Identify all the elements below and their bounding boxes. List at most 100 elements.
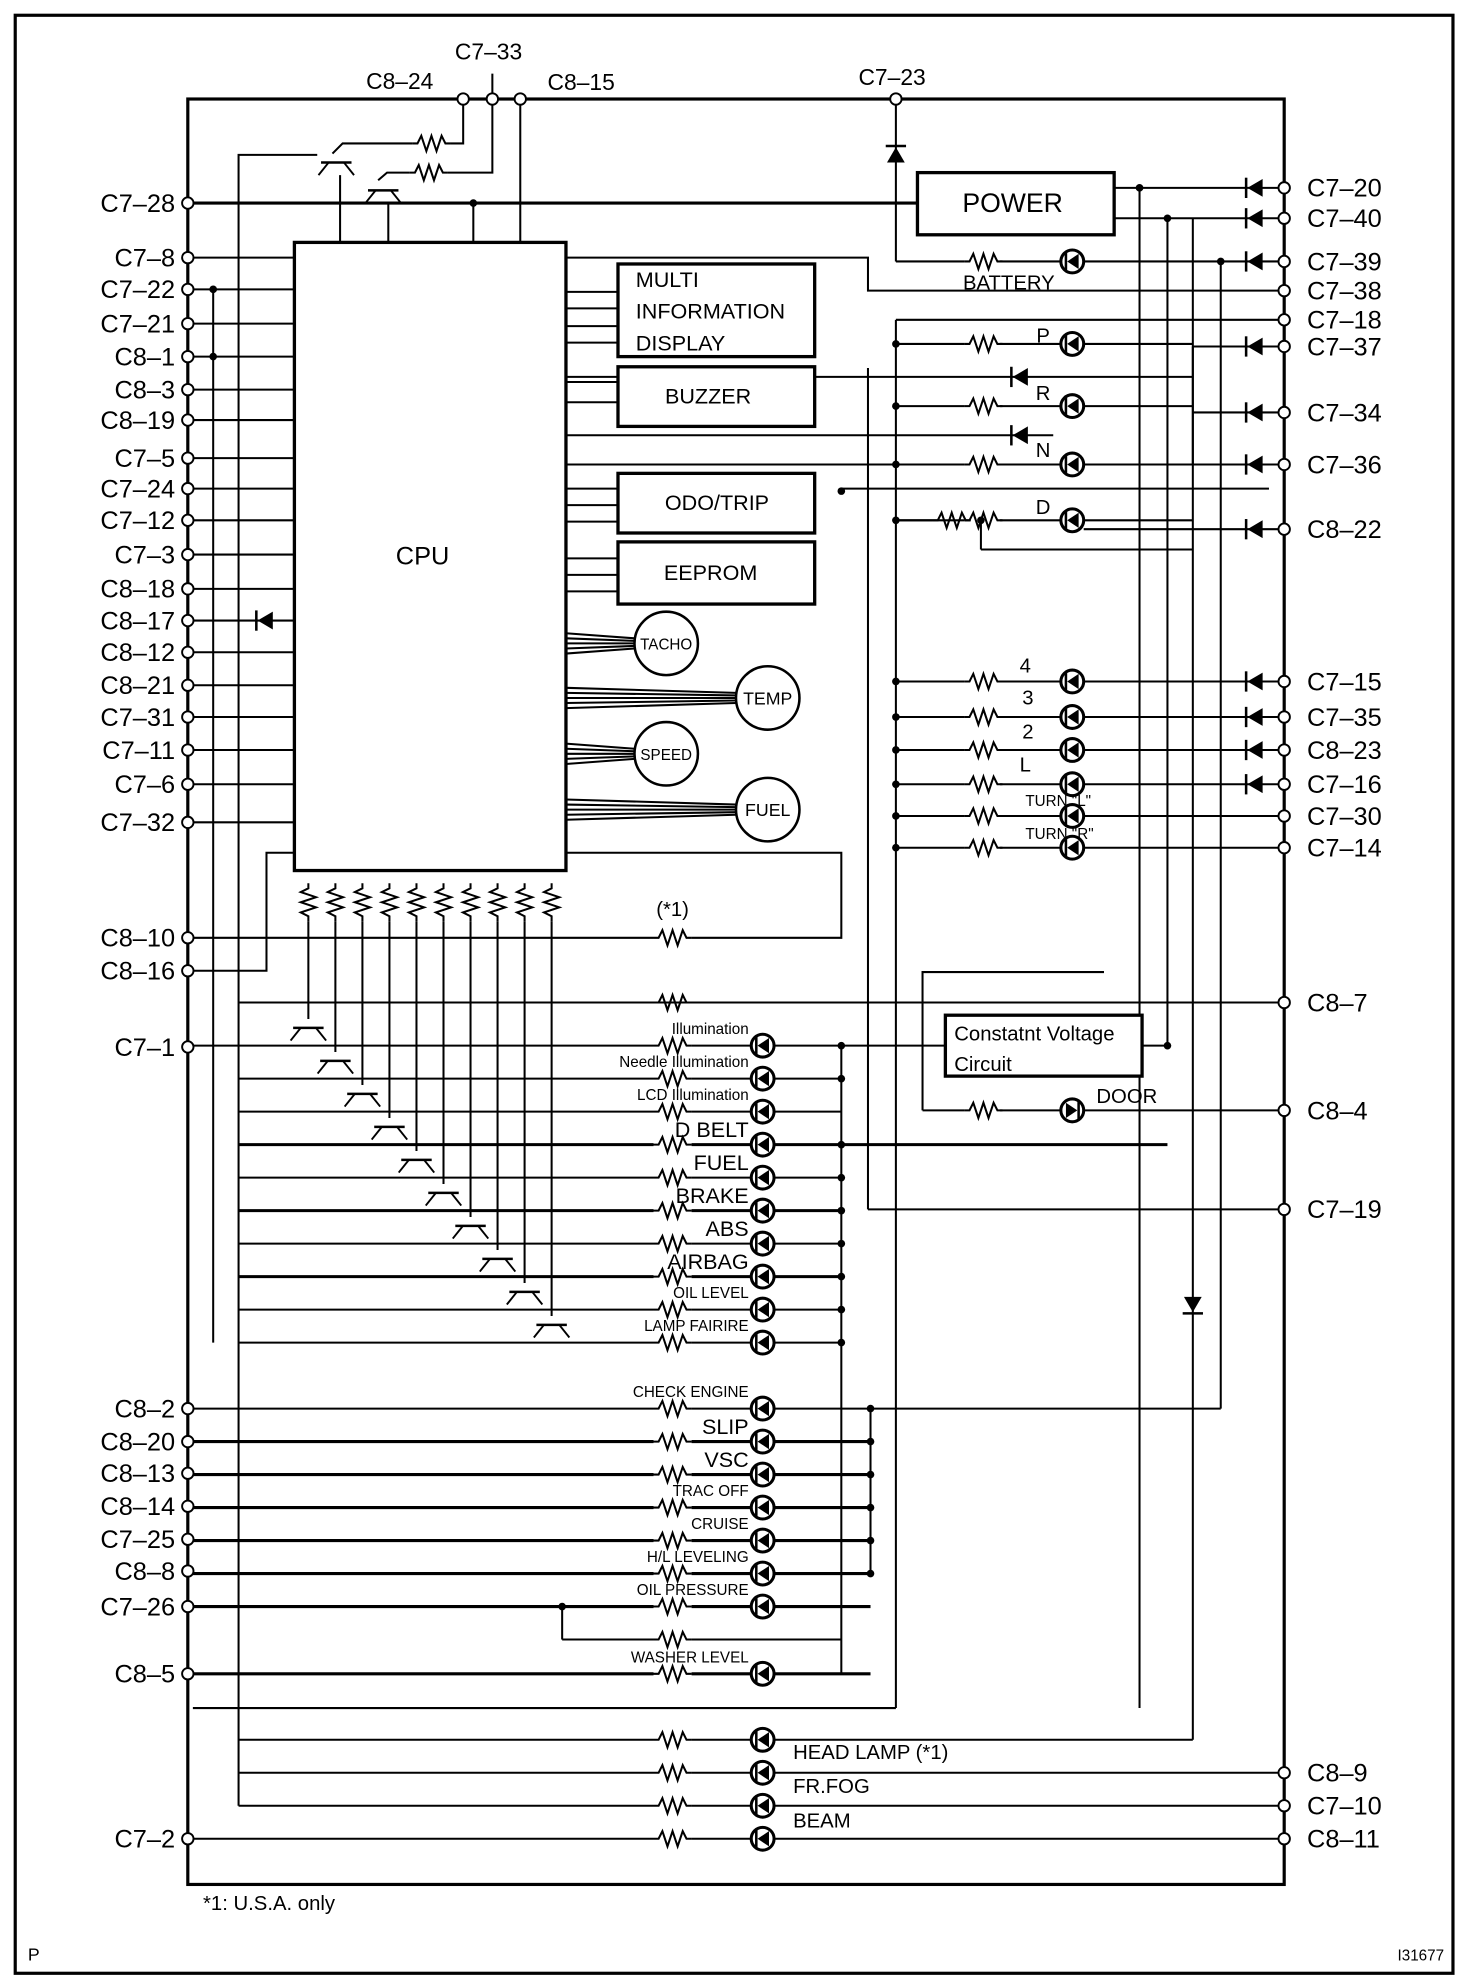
lamp-label: AIRBAG — [667, 1249, 748, 1274]
transistor-lead — [452, 1225, 464, 1240]
pin-label: C8–15 — [548, 69, 615, 95]
left-pin-label: C7–28 — [100, 190, 175, 218]
junction-dot — [866, 1503, 875, 1512]
wire — [565, 803, 737, 809]
left-pin-label: C7–8 — [114, 245, 175, 273]
connector-pin — [181, 413, 195, 427]
right-pin-label: C7–38 — [1307, 278, 1382, 306]
lamp-label: R — [1036, 383, 1051, 405]
gauge-label: FUEL — [745, 800, 790, 820]
junction-dot — [866, 1536, 875, 1545]
wire — [565, 647, 635, 655]
lamp-label: FR.FOG — [793, 1776, 870, 1798]
left-pin-label: C8–17 — [100, 607, 175, 635]
connector-pin — [1277, 181, 1291, 195]
lamp-diode — [757, 1301, 769, 1318]
resistor-icon — [653, 1628, 692, 1651]
left-pin-label: C7–32 — [100, 809, 175, 837]
lamp-diode — [757, 1798, 769, 1814]
transistor-lead — [316, 1060, 329, 1075]
resistor-icon — [653, 1662, 692, 1685]
constant-voltage-circuit-block — [943, 1013, 1144, 1078]
resistor-icon — [513, 883, 536, 922]
connector-pin — [181, 282, 195, 297]
lamp-label: LAMP FAIRIRE — [644, 1318, 749, 1335]
resistor-icon — [964, 250, 1003, 273]
lamp-label: D — [1036, 497, 1051, 519]
wire — [565, 691, 737, 697]
diode-triangle — [1247, 708, 1263, 726]
indicator-lamp-icon — [749, 1560, 776, 1587]
indicator-lamp-icon — [749, 1131, 776, 1158]
transistor-lead — [289, 1027, 302, 1042]
resistor-icon — [412, 132, 451, 155]
transistor-icon — [317, 161, 355, 176]
resistor-icon — [486, 883, 509, 922]
lamp-diode — [757, 1236, 769, 1252]
resistor-icon — [964, 453, 1003, 476]
resistor-icon — [324, 883, 347, 922]
right-pin-label: C7–15 — [1307, 668, 1382, 696]
resistor-icon — [653, 926, 692, 949]
lamp-diode — [1067, 456, 1079, 473]
resistor-icon — [653, 1298, 692, 1321]
connector-pin — [181, 815, 195, 829]
connector-pin — [181, 513, 195, 527]
resistor-icon — [653, 1430, 692, 1453]
right-pin-label: C7–34 — [1307, 399, 1382, 427]
junction-dot — [1163, 214, 1172, 223]
resistor-icon — [297, 883, 320, 922]
indicator-lamp-icon — [1059, 803, 1086, 829]
junction-dot — [209, 285, 217, 294]
junction-dot — [866, 1437, 875, 1446]
diode-triangle — [1247, 672, 1263, 691]
wire — [565, 755, 635, 760]
wire — [565, 757, 635, 765]
lamp-label: Needle Illumination — [619, 1054, 748, 1071]
multi-information-display-block — [616, 262, 817, 359]
lamp-diode — [757, 1765, 769, 1781]
wire — [565, 742, 635, 750]
right-pin-label: C7–16 — [1307, 771, 1382, 799]
gauge-fuel — [734, 776, 801, 843]
diode-icon — [885, 144, 907, 163]
connector-pin — [1277, 405, 1291, 420]
resistor-icon — [653, 1265, 692, 1288]
junction-dot — [837, 1041, 846, 1050]
connector-pin — [1277, 313, 1291, 327]
lamp-diode — [757, 1666, 769, 1682]
gauge-tacho — [633, 610, 700, 677]
connector-pin — [1277, 777, 1291, 791]
right-pin-label: C7–18 — [1307, 307, 1382, 335]
lamp-diode — [757, 1400, 769, 1417]
junction-dot — [558, 1602, 566, 1611]
transistor-lead — [342, 1060, 354, 1075]
lamp-label: SLIP — [702, 1414, 749, 1439]
indicator-lamp-icon — [749, 1428, 776, 1455]
right-pin-label: C7–20 — [1307, 175, 1382, 203]
transistor-lead — [370, 1126, 383, 1141]
lamp-label: H/L LEVELING — [647, 1549, 749, 1566]
left-pin-label: C7–1 — [114, 1034, 175, 1062]
wire — [840, 487, 1269, 492]
resistor-icon — [653, 1166, 692, 1189]
buzzer-block — [616, 365, 817, 429]
gauge-speed — [633, 720, 700, 787]
junction-dot — [866, 1470, 875, 1479]
lamp-label: TRAC OFF — [673, 1483, 749, 1500]
transistor-icon — [506, 1290, 544, 1306]
resistor-icon — [653, 1761, 692, 1784]
labels: CPU POWER MULTI INFORMATION DISPLAY BUZZER ODO… — [28, 39, 1444, 1965]
diode-icon — [1244, 454, 1263, 475]
lamp-diode — [757, 1532, 769, 1549]
junction-dot — [837, 1338, 846, 1347]
transistor-lead — [506, 1291, 518, 1306]
wire — [921, 971, 1104, 1111]
lamp-label: TURN "R" — [1025, 826, 1093, 843]
resistor-icon — [964, 706, 1003, 728]
diode-icon — [1244, 402, 1263, 423]
lamp-diode — [757, 1203, 769, 1219]
left-pin-label: C7–26 — [100, 1593, 175, 1621]
indicator-lamp-icon — [749, 1759, 776, 1786]
